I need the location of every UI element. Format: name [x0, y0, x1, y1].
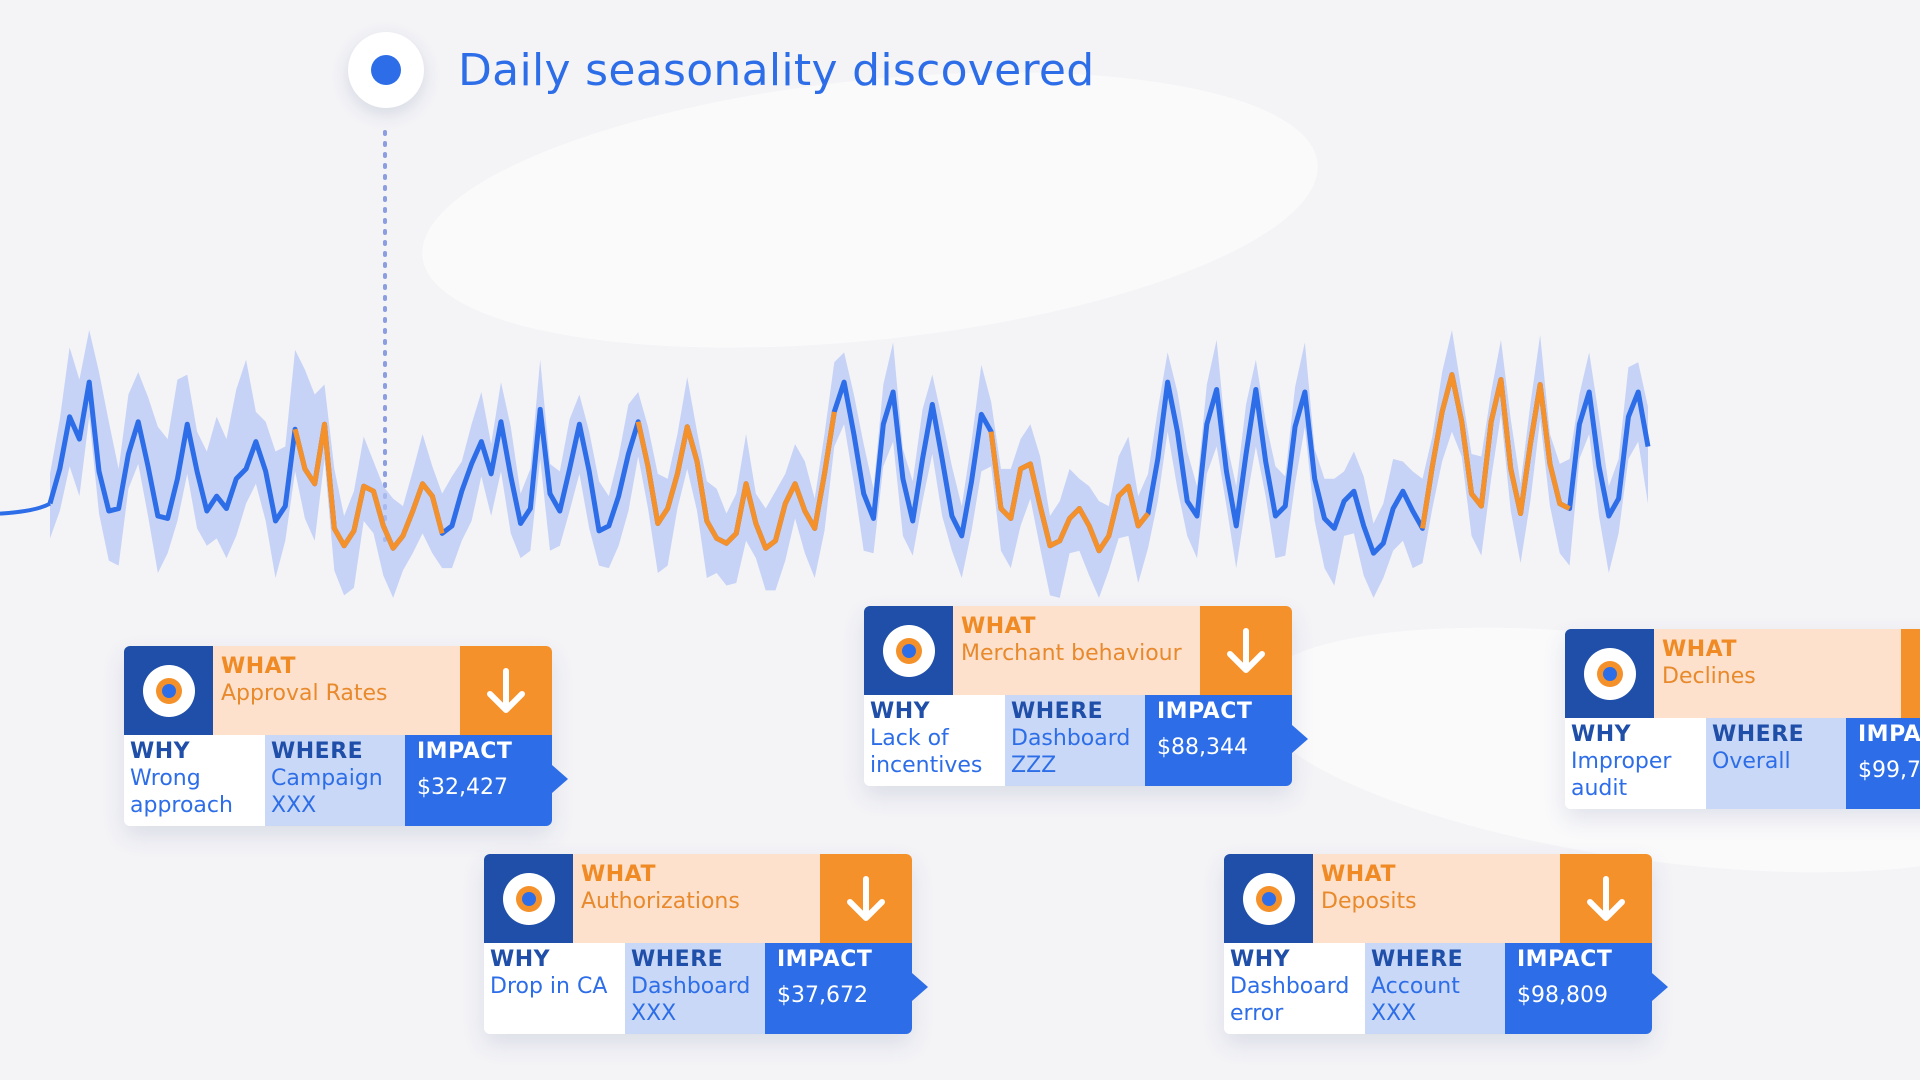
where-label: WHERE: [1371, 947, 1464, 972]
arrow-down-icon: [1901, 629, 1920, 718]
what-value: Merchant behaviour: [961, 641, 1182, 666]
insight-card[interactable]: WHAT Approval Rates WHY Wrong approach W…: [124, 646, 568, 826]
network-icon: [124, 646, 213, 735]
user-icon: [1565, 629, 1654, 718]
impact-label: IMPACT: [1517, 947, 1613, 972]
what-label: WHAT: [581, 862, 657, 887]
what-label: WHAT: [221, 654, 297, 679]
what-value: Approval Rates: [221, 681, 388, 706]
impact-value: $32,427: [417, 775, 508, 800]
why-value: Improper audit: [1571, 749, 1672, 801]
why-value: Drop in CA: [490, 974, 608, 999]
impact-value: $98,809: [1517, 983, 1608, 1008]
store-icon: [864, 606, 953, 695]
where-label: WHERE: [1011, 699, 1104, 724]
what-value: Declines: [1662, 664, 1756, 689]
where-value: Dashboard XXX: [631, 974, 751, 1026]
where-value: Overall: [1712, 749, 1791, 774]
series-lead-in: [0, 501, 51, 516]
chat-icon: [484, 854, 573, 943]
annotation-callout: Daily seasonality discovered: [348, 30, 1095, 110]
signal-icon: [1224, 854, 1313, 943]
where-label: WHERE: [1712, 722, 1805, 747]
why-value: Wrong approach: [130, 766, 233, 818]
why-label: WHY: [1230, 947, 1291, 972]
impact-label: IMPACT: [417, 739, 513, 764]
arrow-down-icon: [1200, 606, 1292, 695]
annotation-label: Daily seasonality discovered: [458, 44, 1095, 96]
arrow-down-icon: [820, 854, 912, 943]
highlight-segment: [292, 421, 445, 551]
where-value: Campaign XXX: [271, 766, 383, 818]
what-value: Deposits: [1321, 889, 1417, 914]
what-value: Authorizations: [581, 889, 740, 914]
impact-label: IMPACT: [1157, 699, 1253, 724]
why-label: WHY: [1571, 722, 1632, 747]
arrow-down-icon: [1560, 854, 1652, 943]
impact-value: $99,7: [1858, 758, 1920, 783]
why-value: Lack of incentives: [870, 726, 983, 778]
impact-value: $88,344: [1157, 735, 1248, 760]
insight-card[interactable]: WHAT Merchant behaviour WHY Lack of ince…: [864, 606, 1308, 786]
highlighted-segments: [292, 372, 1571, 554]
where-label: WHERE: [631, 947, 724, 972]
impact-value: $37,672: [777, 983, 868, 1008]
what-label: WHAT: [961, 614, 1037, 639]
why-value: Dashboard error: [1230, 974, 1350, 1026]
what-label: WHAT: [1662, 637, 1738, 662]
why-label: WHY: [870, 699, 931, 724]
insight-card[interactable]: WHAT Deposits WHY Dashboard error WHERE …: [1224, 854, 1668, 1034]
arrow-down-icon: [460, 646, 552, 735]
why-label: WHY: [490, 947, 551, 972]
why-label: WHY: [130, 739, 191, 764]
highlight-segment: [988, 431, 1150, 554]
highlight-segment: [1420, 372, 1571, 529]
what-label: WHAT: [1321, 862, 1397, 887]
insight-card[interactable]: WHAT Declines WHY Improper audit WHERE O…: [1565, 629, 1920, 809]
impact-label: IMPACT: [777, 947, 873, 972]
where-label: WHERE: [271, 739, 364, 764]
annotation-marker: [348, 32, 424, 108]
insight-card[interactable]: WHAT Authorizations WHY Drop in CA WHERE…: [484, 854, 928, 1034]
where-value: Dashboard ZZZ: [1011, 726, 1131, 778]
highlight-segment: [635, 411, 837, 551]
impact-label: IMPA: [1858, 722, 1920, 747]
where-value: Account XXX: [1371, 974, 1460, 1026]
